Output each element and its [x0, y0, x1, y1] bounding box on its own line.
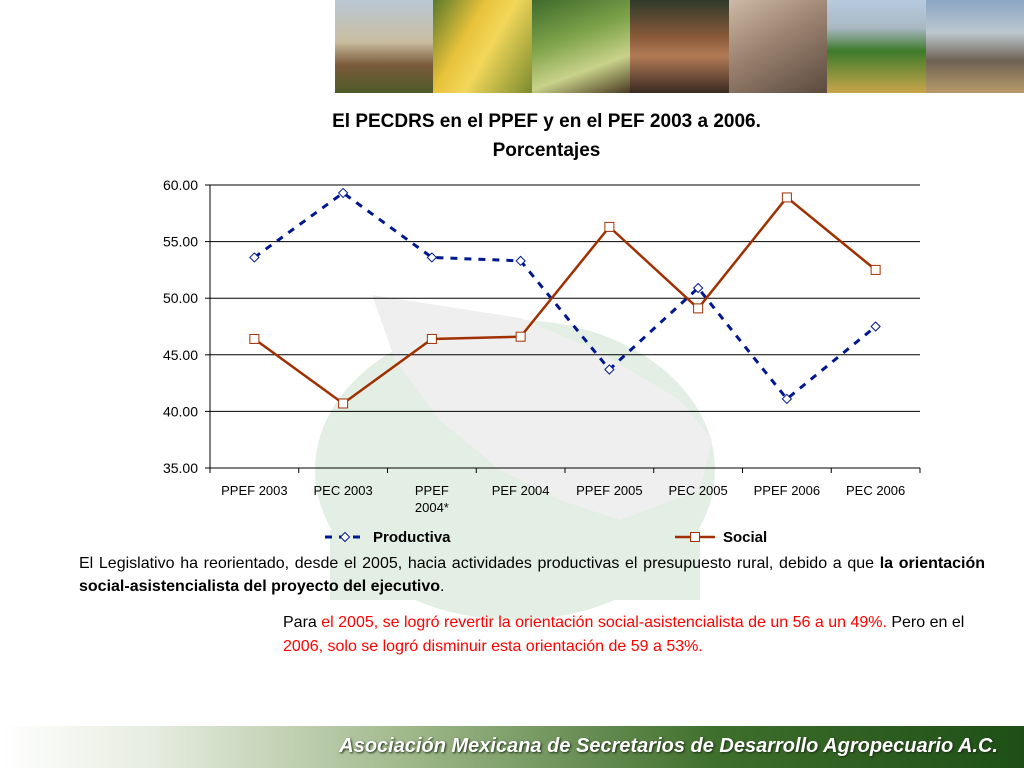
- data-point-productiva: [781, 393, 793, 405]
- line-chart: 35.00 40.00 45.00 50.00 55.00 60.00 PPEF 2003 P…: [163, 177, 921, 546]
- data-point-productiva: [426, 252, 438, 263]
- data-point-productiva: [515, 255, 526, 267]
- paragraph-reorientation: El Legislativo ha reorientado, desde el …: [79, 552, 985, 598]
- chart-title: El PECDRS en el PPEF y en el PEF 2003 a …: [190, 107, 903, 165]
- data-point-productiva: [337, 187, 349, 199]
- series-line-social: [253, 195, 877, 406]
- chart-title-line1: El PECDRS en el PPEF y en el PEF 2003 a …: [332, 111, 761, 132]
- p1-end: .: [440, 578, 445, 595]
- corn-photo: [433, 0, 532, 93]
- y-tick-label: 40.00: [163, 403, 198, 419]
- data-point-productiva: [870, 321, 881, 332]
- x-tick-label: PPEF 2003: [221, 483, 288, 498]
- legend-label-productiva: Productiva: [373, 529, 451, 546]
- p2-highlight-2006: 2006, solo se logró disminuir esta orien…: [283, 638, 703, 655]
- footer-organization: Asociación Mexicana de Secretarios de De…: [339, 735, 998, 757]
- seedling-photo: [531, 0, 631, 93]
- p1-text: El Legislativo ha reorientado, desde el …: [79, 555, 880, 572]
- x-tick-label: PEC 2006: [846, 483, 905, 498]
- x-tick-label: PEC 2003: [313, 483, 372, 498]
- x-tick-label: PPEF 2004*: [415, 483, 449, 515]
- data-point-social: [781, 192, 792, 203]
- y-tick-label: 45.00: [163, 347, 198, 363]
- hands-photo: [728, 0, 828, 93]
- header-photo-strip: [335, 0, 1024, 93]
- legend-marker-social: [690, 532, 700, 542]
- p1-emphasis: la orientación social-asistencialista de…: [79, 555, 985, 595]
- y-tick-label: 50.00: [163, 290, 198, 306]
- farmer-woman-photo: [630, 0, 729, 93]
- data-point-social: [515, 331, 526, 342]
- x-tick-label: PEC 2005: [668, 483, 727, 498]
- x-tick-label: PEF 2004: [492, 483, 550, 498]
- p2-highlight-2005: el 2005, se logró revertir la orientació…: [321, 614, 887, 631]
- legend-marker-productiva: [339, 531, 351, 543]
- footer-bar: Asociación Mexicana de Secretarios de De…: [0, 726, 1024, 768]
- series-line-productiva: [253, 191, 877, 402]
- y-tick-label: 60.00: [163, 177, 198, 193]
- data-point-social: [604, 221, 615, 232]
- y-tick-label: 55.00: [163, 234, 198, 250]
- port-photo: [925, 0, 1024, 93]
- data-point-social: [693, 303, 704, 314]
- chart-title-line2: Porcentajes: [492, 140, 601, 161]
- legend-label-social: Social: [723, 529, 767, 546]
- data-point-social: [870, 264, 881, 275]
- p2-text-b: Pero en el: [886, 614, 965, 631]
- p2-text-a: Para: [283, 614, 322, 631]
- data-point-social: [249, 333, 260, 344]
- x-tick-label: PPEF 2005: [576, 483, 643, 498]
- data-point-productiva: [604, 364, 615, 375]
- data-point-productiva: [692, 282, 704, 294]
- paragraph-results: Para el 2005, se logró revertir la orien…: [283, 611, 995, 659]
- data-point-social: [426, 333, 437, 344]
- data-point-productiva: [249, 252, 260, 263]
- tractor-photo: [827, 0, 926, 93]
- data-point-social: [338, 398, 349, 409]
- x-tick-label: PPEF 2006: [754, 483, 821, 498]
- cattle-photo: [335, 0, 434, 93]
- y-tick-label: 35.00: [163, 460, 198, 476]
